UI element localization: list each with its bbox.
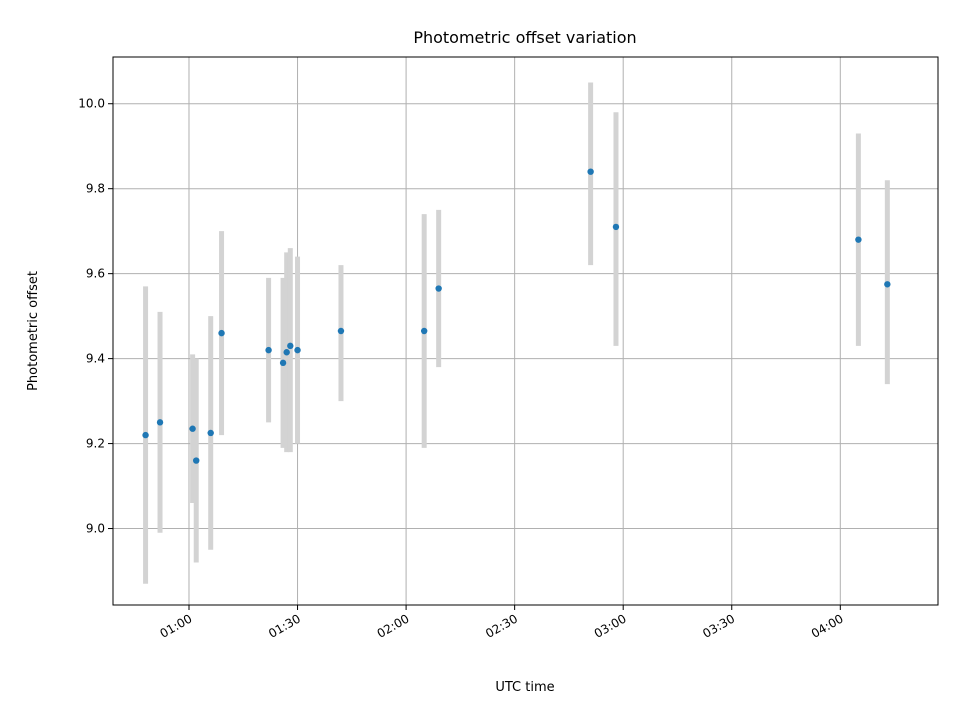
y-tick-label: 9.8 — [86, 182, 105, 196]
y-axis-ticks: 9.0 9.2 9.4 9.6 9.8 10.0 — [78, 97, 113, 536]
x-axis-label: UTC time — [495, 680, 554, 695]
data-point — [189, 425, 196, 432]
error-bars — [143, 82, 890, 584]
data-points — [142, 168, 891, 464]
data-point — [265, 346, 272, 354]
data-point — [156, 419, 164, 426]
y-tick-label: 9.6 — [86, 267, 105, 281]
data-point — [420, 327, 428, 335]
x-tick-label: 01:30 — [266, 611, 303, 640]
data-point — [435, 285, 442, 292]
data-point — [612, 223, 620, 231]
y-tick-label: 9.0 — [86, 522, 105, 536]
grid — [113, 57, 938, 605]
data-point — [587, 168, 594, 175]
data-point — [193, 457, 200, 464]
y-tick-label: 9.2 — [86, 437, 105, 451]
data-point — [142, 431, 149, 439]
data-point — [283, 349, 290, 356]
data-point — [287, 342, 294, 350]
chart-title: Photometric offset variation — [413, 28, 636, 47]
x-tick-label: 03:00 — [592, 611, 629, 640]
x-axis-ticks: 01:00 01:30 02:00 02:30 03:00 03:30 04:00 — [158, 605, 846, 641]
y-tick-label: 10.0 — [78, 97, 105, 111]
x-tick-label: 02:30 — [483, 611, 520, 640]
x-tick-label: 02:00 — [375, 611, 412, 640]
data-point — [884, 281, 891, 288]
data-point — [218, 329, 225, 337]
y-axis-label: Photometric offset — [26, 271, 41, 391]
data-point — [294, 346, 301, 354]
x-tick-label: 04:00 — [809, 611, 846, 640]
x-tick-label: 03:30 — [700, 611, 737, 640]
plot-area-frame — [112, 56, 939, 606]
data-point — [337, 327, 345, 335]
y-tick-label: 9.4 — [86, 352, 105, 366]
x-tick-label: 01:00 — [158, 611, 195, 640]
data-point — [207, 429, 214, 437]
data-point — [279, 359, 287, 367]
data-point — [855, 236, 862, 243]
